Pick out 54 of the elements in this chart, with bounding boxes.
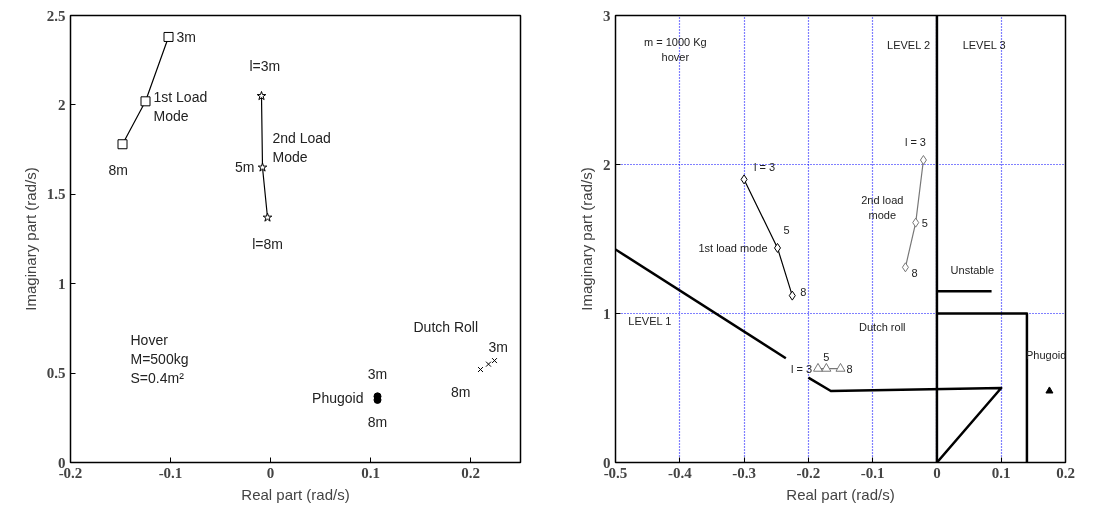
annotation: 5: [783, 223, 790, 236]
annotation: 2nd Load Mode: [272, 129, 331, 166]
annotation: 8: [800, 285, 807, 298]
annotation: Phugoid: [312, 390, 364, 407]
x-tick-label: 0.1: [991, 464, 1011, 481]
y-tick-label: 2: [58, 96, 66, 113]
y-tick-label: 3: [603, 7, 611, 24]
annotation: 8m: [451, 383, 471, 400]
annotation: Dutch Roll: [413, 318, 479, 335]
annotation: l = 3: [754, 161, 776, 174]
x-tick-label: -0.2: [796, 464, 821, 481]
annotation: 2nd load mode: [861, 194, 904, 221]
x-tick-label: 0.1: [361, 464, 380, 481]
annotation: 1st load mode: [698, 241, 768, 254]
annotation: 3m: [176, 28, 196, 45]
annotation: l=8m: [252, 235, 283, 252]
y-tick-label: 2.5: [46, 7, 66, 24]
annotation: 3m: [488, 338, 508, 355]
y-tick-label: 2: [603, 156, 611, 173]
annotation: 1st Load Mode: [153, 88, 208, 125]
annotation: 5: [921, 216, 928, 229]
annotation: Unstable: [950, 264, 994, 277]
annotation: Hover M=500kg S=0.4m²: [130, 331, 189, 387]
y-tick-label: 1: [603, 305, 611, 322]
annotation: l=3m: [249, 57, 281, 74]
annotation: LEVEL 1: [628, 314, 672, 327]
x-tick-label: 0.2: [1056, 464, 1075, 481]
annotation: l = 3: [904, 136, 926, 149]
x-tick-label: 0: [933, 464, 941, 481]
annotation: 3m: [367, 366, 388, 383]
annotation: LEVEL 3: [962, 39, 1006, 52]
annotation: 5m: [235, 159, 255, 176]
annotation: m = 1000 Kg hover: [643, 36, 707, 63]
annotation: Dutch roll: [859, 320, 906, 333]
x-tick-label: -0.1: [158, 464, 183, 481]
x-tick-label: 0.2: [461, 464, 480, 481]
x-axis-title: Real part (rad/s): [786, 485, 895, 503]
y-axis-title: Imaginary part (rad/s): [578, 167, 595, 311]
y-axis-title: Imaginary part (rad/s): [21, 167, 39, 311]
annotation: 8m: [108, 162, 128, 179]
annotation: LEVEL 2: [887, 39, 931, 52]
x-tick-label: 0: [266, 464, 275, 481]
annotation: 5: [823, 350, 830, 363]
y-tick-label: 0.5: [46, 365, 66, 382]
annotation: 8: [846, 362, 853, 375]
x-axis-title: Real part (rad/s): [241, 485, 350, 503]
x-tick-label: -0.1: [860, 464, 885, 481]
annotation: 8m: [367, 413, 388, 430]
y-tick-label: 1: [58, 275, 66, 292]
x-tick-label: -0.3: [732, 464, 756, 481]
annotation: l = 3: [790, 362, 813, 375]
annotation: 8: [911, 267, 918, 280]
x-tick-label: -0.4: [667, 464, 693, 481]
y-tick-label: 1.5: [46, 186, 66, 203]
